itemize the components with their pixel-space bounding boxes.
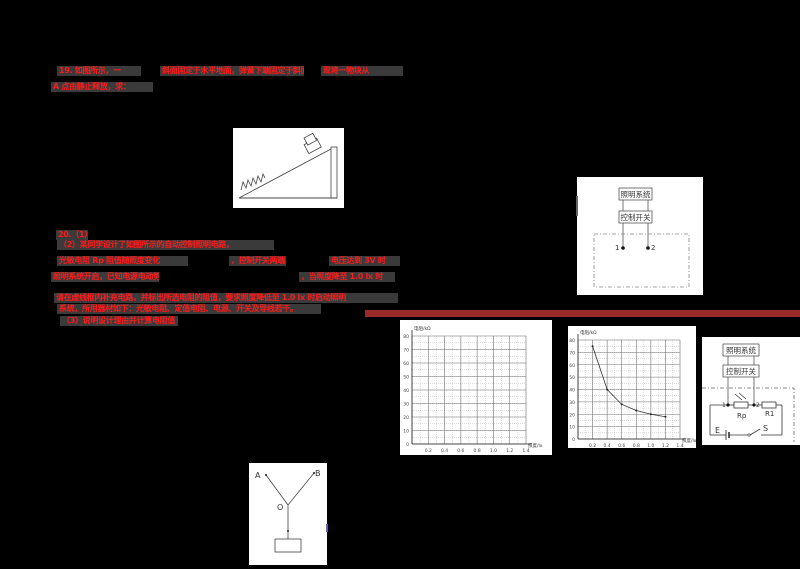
photoresistor-icon: [733, 401, 749, 409]
circuit-terminal-1: 1: [722, 402, 726, 409]
control-switch-label: 控制开关: [621, 212, 651, 222]
svg-text:0.8: 0.8: [633, 443, 640, 448]
point-b-label: B: [315, 469, 321, 478]
svg-text:20: 20: [569, 412, 575, 418]
svg-text:60: 60: [403, 361, 409, 367]
point-o-label: O: [277, 503, 283, 512]
resistance-vs-illuminance-chart: 0 10 20 30 40 50 60 70 80 0.2 0.4 0.6 0.8 1.0 1.2 1.4 电阻…: [568, 326, 697, 449]
e-label: E: [715, 426, 720, 435]
terminal-2-label: 2: [651, 244, 655, 252]
svg-text:1.4: 1.4: [522, 448, 529, 454]
svg-text:30: 30: [403, 402, 409, 408]
svg-text:10: 10: [569, 425, 575, 431]
question-20-line2: 光敏电阻 Rp 阻值随照度变化: [57, 256, 188, 266]
question-19-text-2: 斜面固定于水平地面，弹簧下端固定于斜面底端: [160, 66, 304, 76]
svg-text:80: 80: [569, 338, 575, 344]
svg-text:电阻/kΩ: 电阻/kΩ: [580, 329, 597, 336]
question-20-line2b: ，控制开关两端: [229, 256, 286, 266]
question-20-line6: （3）说明设计理由并计算电阻值: [60, 316, 178, 326]
question-20-label: 20.（1）: [56, 230, 88, 240]
switch-icon: [749, 428, 761, 436]
svg-text:照度/lx: 照度/lx: [528, 442, 543, 449]
question-20-line3: 照明系统开启，已知电源电动势: [51, 272, 159, 282]
circuit-figure: 照明系统 控制开关 1 2 Rp R1 E S: [702, 337, 800, 445]
svg-text:60: 60: [569, 363, 575, 369]
svg-text:10: 10: [403, 429, 409, 435]
question-19-text-4: A 点由静止释放，求：: [51, 82, 153, 92]
svg-text:30: 30: [569, 400, 575, 406]
empty-resistance-chart: 0 10 20 30 40 50 60 70 80 0.2 0.4 0.6 0.8 1.0 1.2 1.4 电阻…: [400, 320, 552, 455]
mass-block-icon: [274, 538, 302, 553]
question-19-text-1: 19. 如图所示，一: [57, 66, 141, 76]
svg-text:照度/lx: 照度/lx: [682, 437, 696, 444]
s-label: S: [763, 424, 768, 433]
svg-text:0: 0: [572, 437, 575, 443]
svg-text:40: 40: [569, 388, 575, 394]
svg-text:1.0: 1.0: [647, 443, 654, 448]
svg-text:1.2: 1.2: [506, 448, 513, 454]
svg-text:20: 20: [403, 415, 409, 421]
svg-text:0.8: 0.8: [474, 448, 481, 454]
svg-text:40: 40: [403, 388, 409, 394]
r1-label: R1: [765, 410, 774, 418]
question-20-line3b: ，当照度降至 1.0 lx 时: [299, 272, 395, 282]
rp-label: Rp: [737, 412, 747, 420]
terminal-1-label: 1: [615, 244, 619, 252]
question-20-line1: （2）某同学设计了如图所示的自动控制照明电路，: [57, 240, 274, 250]
svg-text:50: 50: [569, 375, 575, 381]
svg-text:80: 80: [403, 334, 409, 340]
question-20-line5: 系统，所用器材如下：光敏电阻、定值电阻、电源、开关及导线若干。: [57, 304, 321, 314]
incline-spring-icon: [238, 132, 338, 199]
lighting-system-box: [618, 187, 653, 201]
stray-mark: [326, 524, 328, 532]
svg-text:0.6: 0.6: [618, 443, 625, 448]
svg-text:1.4: 1.4: [676, 443, 683, 448]
svg-text:1.0: 1.0: [490, 448, 497, 454]
control-switch-box: [618, 210, 653, 224]
circuit-system-label: 照明系统: [726, 345, 756, 355]
svg-text:0.4: 0.4: [441, 448, 448, 454]
svg-text:50: 50: [403, 375, 409, 381]
question-19-text-3: 现将一物块从: [321, 66, 403, 76]
svg-text:70: 70: [403, 348, 409, 354]
section-divider: [365, 310, 800, 317]
control-box-figure: 照明系统 控制开关 1 2: [577, 177, 703, 295]
question-20-line4: 请在虚线框内补充电路，并标出所选电阻的阻值，要求照度降低至 1.0 lx 时启动…: [54, 293, 398, 303]
circuit-switch-label: 控制开关: [726, 366, 756, 376]
lighting-system-label: 照明系统: [621, 189, 651, 199]
svg-text:70: 70: [569, 350, 575, 356]
left-edge-mark: [576, 196, 578, 216]
svg-text:0.2: 0.2: [425, 448, 432, 454]
svg-text:1.2: 1.2: [662, 443, 669, 448]
hanging-mass-figure: A B O: [249, 463, 327, 565]
svg-text:0.4: 0.4: [604, 443, 611, 448]
svg-text:0: 0: [406, 442, 409, 448]
svg-text:0.2: 0.2: [589, 443, 596, 448]
point-a-label: A: [255, 471, 261, 480]
question-20-line2c: 电压达到 3V 时: [329, 256, 400, 266]
circuit-terminal-2: 2: [756, 402, 760, 409]
resistor-r1-icon: [761, 401, 777, 409]
incline-figure: [233, 128, 344, 208]
svg-text:0.6: 0.6: [457, 448, 464, 454]
svg-text:电阻/kΩ: 电阻/kΩ: [414, 325, 431, 332]
